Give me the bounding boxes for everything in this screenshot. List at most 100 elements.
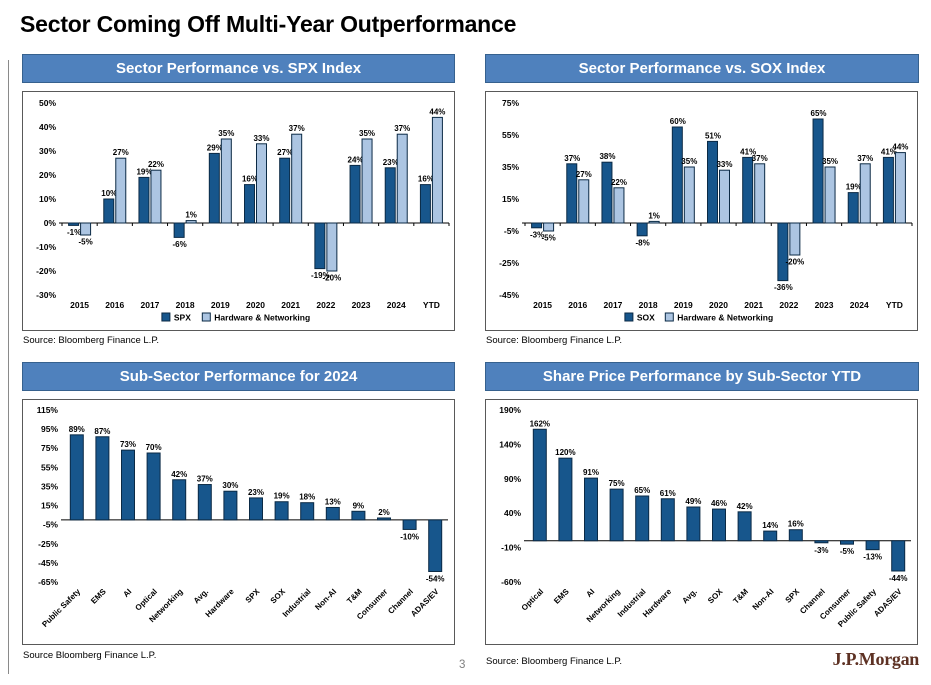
- value-label: 23%: [248, 488, 264, 497]
- value-label: 16%: [242, 175, 258, 184]
- x-tick-label: 2020: [246, 300, 265, 310]
- y-tick-label: 95%: [41, 424, 58, 434]
- bar: [601, 161, 613, 224]
- bar: [138, 176, 150, 224]
- value-label: 16%: [788, 520, 804, 529]
- bar: [428, 519, 443, 572]
- value-label: 70%: [146, 443, 162, 452]
- bar: [578, 179, 590, 224]
- y-tick-label: 190%: [499, 405, 521, 415]
- x-tick-label: 2015: [70, 300, 89, 310]
- bar: [223, 490, 238, 521]
- sox-comparison-chart: 75%55%35%15%-5%-25%-45%-3%-5%201537%27%2…: [485, 91, 918, 331]
- bar: [115, 157, 127, 224]
- bar: [384, 167, 396, 224]
- page-left-rule: [8, 60, 9, 674]
- chart-header-spx: Sector Performance vs. SPX Index: [22, 54, 455, 83]
- value-label: 41%: [740, 147, 756, 156]
- y-tick-label: 15%: [502, 194, 519, 204]
- value-label: 30%: [222, 481, 238, 490]
- value-label: 33%: [253, 134, 269, 143]
- x-tick-label: 2023: [352, 300, 371, 310]
- x-tick-label: 2022: [779, 300, 798, 310]
- bar: [891, 540, 906, 572]
- legend-label: Hardware & Networking: [214, 313, 310, 323]
- y-tick-label: -45%: [499, 290, 519, 300]
- bar: [763, 530, 778, 542]
- bar: [712, 508, 726, 542]
- value-label: 46%: [711, 499, 727, 508]
- value-label: -3%: [530, 230, 544, 239]
- value-label: -10%: [400, 532, 419, 541]
- sub-sector-ytd-chart: 190%140%90%40%-10%-60%162%Optical120%EMS…: [485, 399, 918, 645]
- value-label: 65%: [811, 109, 827, 118]
- value-label: 73%: [120, 440, 136, 449]
- value-label: 41%: [881, 147, 897, 156]
- value-label: 2%: [378, 508, 390, 517]
- y-tick-label: 30%: [39, 146, 56, 156]
- bar: [351, 510, 366, 521]
- y-tick-label: 90%: [504, 474, 521, 484]
- chart-frame-spx: 50% 40% 30% 20% 10% 0% -10% -20% -30% -1% -5% 2015 1…: [22, 91, 455, 331]
- y-tick-label: -20%: [36, 266, 56, 276]
- value-label: 120%: [555, 448, 575, 457]
- y-tick-label: 15%: [41, 501, 58, 511]
- x-tick-label: 2018: [176, 300, 195, 310]
- y-tick-label: -60%: [501, 577, 521, 587]
- value-label: 49%: [685, 497, 701, 506]
- y-tick-label: 55%: [41, 462, 58, 472]
- bar: [249, 497, 263, 521]
- x-tick-label: 2017: [603, 300, 622, 310]
- y-tick-label: 50%: [39, 98, 56, 108]
- bar: [208, 152, 220, 224]
- value-label: 19%: [846, 183, 862, 192]
- y-tick-label: -10%: [501, 543, 521, 553]
- chart-frame-sox: 75% 55% 35% 15% -5% -25% -45% -3% -5% 2015 37% 27% 2…: [485, 91, 919, 331]
- bar: [531, 222, 543, 229]
- y-tick-label: -65%: [38, 577, 58, 587]
- value-label: 61%: [660, 489, 676, 498]
- bar: [742, 156, 754, 224]
- value-label: 35%: [218, 129, 234, 138]
- bar: [777, 222, 789, 282]
- y-tick-label: 0%: [44, 218, 57, 228]
- value-label: 13%: [325, 497, 341, 506]
- bar: [220, 138, 232, 224]
- y-tick-label: 10%: [39, 194, 56, 204]
- y-tick-label: 40%: [504, 508, 521, 518]
- bar: [814, 540, 829, 544]
- bar: [882, 156, 894, 224]
- value-label: 44%: [429, 107, 445, 116]
- x-tick-label: 2017: [140, 300, 159, 310]
- x-tick-label: 2019: [211, 300, 230, 310]
- y-tick-label: -45%: [38, 558, 58, 568]
- value-label: -3%: [814, 546, 828, 555]
- source-note: Source: Bloomberg Finance L.P.: [486, 656, 623, 667]
- bar: [274, 501, 289, 521]
- bar: [103, 198, 115, 224]
- value-label: 89%: [69, 425, 85, 434]
- bar: [419, 184, 431, 224]
- legend-label: SPX: [174, 313, 191, 323]
- bar: [95, 436, 110, 521]
- chart-frame-subsector-2024: 115% 95% 75% 55% 35% 15% -5% -25% -45% -65% 89% Pub…: [22, 399, 455, 645]
- x-tick-label: 2022: [316, 300, 335, 310]
- page-title: Sector Coming Off Multi-Year Outperforma…: [20, 11, 517, 37]
- y-tick-label: 115%: [37, 405, 59, 415]
- bar: [300, 502, 315, 521]
- bar: [291, 133, 303, 224]
- bar: [68, 222, 80, 226]
- value-label: 35%: [822, 157, 838, 166]
- x-tick-label: 2021: [281, 300, 300, 310]
- value-label: 37%: [394, 124, 410, 133]
- bar: [173, 222, 185, 238]
- y-tick-label: -30%: [36, 290, 56, 300]
- chart-header-sox: Sector Performance vs. SOX Index: [485, 54, 919, 83]
- value-label: 162%: [530, 419, 550, 428]
- y-tick-label: 75%: [41, 443, 58, 453]
- bar: [754, 163, 766, 224]
- legend-swatch: [161, 312, 171, 322]
- y-tick-label: 35%: [502, 162, 519, 172]
- bar: [172, 479, 187, 521]
- source-note: Source Bloomberg Finance L.P.: [23, 650, 157, 661]
